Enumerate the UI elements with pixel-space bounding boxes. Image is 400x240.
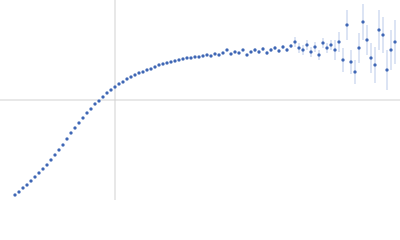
data-point [21, 186, 25, 190]
data-point [113, 85, 117, 89]
data-point [325, 46, 329, 50]
data-point [17, 190, 21, 194]
data-point [197, 55, 201, 59]
data-point [97, 99, 101, 103]
data-point [49, 158, 53, 162]
data-point [261, 47, 265, 51]
data-point [169, 60, 173, 64]
data-point [393, 40, 397, 44]
data-point [217, 53, 221, 57]
data-point [129, 75, 133, 79]
data-point [85, 111, 89, 115]
data-point [121, 80, 125, 84]
data-point [297, 46, 301, 50]
data-point [337, 40, 341, 44]
data-point [341, 58, 345, 62]
data-point [41, 167, 45, 171]
data-point [157, 63, 161, 67]
data-point [265, 51, 269, 55]
data-point [65, 137, 69, 141]
data-point [29, 179, 33, 183]
data-point [25, 183, 29, 187]
data-point [361, 20, 365, 24]
data-point [161, 62, 165, 66]
data-point [201, 54, 205, 58]
data-point [365, 38, 369, 42]
data-point [309, 50, 313, 54]
page: {"chart_data": {"type": "scatter", "xlim… [0, 0, 400, 200]
data-point [53, 153, 57, 157]
data-point [369, 56, 373, 60]
data-point [381, 33, 385, 37]
data-point [345, 23, 349, 27]
data-point [61, 143, 65, 147]
data-point [37, 171, 41, 175]
data-point [377, 28, 381, 32]
data-point [213, 52, 217, 56]
data-point [105, 91, 109, 95]
data-point [205, 53, 209, 57]
data-point [133, 73, 137, 77]
data-point [249, 50, 253, 54]
data-point [77, 121, 81, 125]
data-point [13, 193, 17, 197]
data-point [357, 46, 361, 50]
chart [0, 0, 400, 200]
data-point [301, 48, 305, 52]
data-point [73, 126, 77, 130]
data-point [281, 45, 285, 49]
data-point [389, 48, 393, 52]
data-point [353, 70, 357, 74]
data-point [385, 68, 389, 72]
data-point [289, 44, 293, 48]
data-point [305, 43, 309, 47]
data-point [277, 49, 281, 53]
data-point [45, 163, 49, 167]
data-point [269, 48, 273, 52]
data-point [321, 41, 325, 45]
data-point [313, 45, 317, 49]
data-point [253, 48, 257, 52]
data-point [257, 50, 261, 54]
data-point [333, 48, 337, 52]
data-point [193, 55, 197, 59]
data-point [285, 48, 289, 52]
data-point [189, 56, 193, 60]
data-point [293, 40, 297, 44]
data-point [69, 131, 73, 135]
data-point [181, 57, 185, 61]
data-point [101, 95, 105, 99]
data-point [81, 116, 85, 120]
data-point [225, 48, 229, 52]
data-point [141, 70, 145, 74]
data-point [117, 82, 121, 86]
data-point [89, 107, 93, 111]
data-point [165, 61, 169, 65]
data-point [349, 60, 353, 64]
data-point [145, 68, 149, 72]
data-point [109, 88, 113, 92]
data-point [185, 56, 189, 60]
data-point [93, 102, 97, 106]
data-point [149, 67, 153, 71]
data-point [57, 148, 61, 152]
data-point [329, 43, 333, 47]
data-point [233, 50, 237, 54]
data-point [237, 51, 241, 55]
data-point [221, 51, 225, 55]
data-point [273, 46, 277, 50]
data-point [317, 53, 321, 57]
data-point [177, 58, 181, 62]
data-point [229, 52, 233, 56]
data-point [125, 77, 129, 81]
data-point [209, 54, 213, 58]
data-point [373, 63, 377, 67]
data-point [241, 48, 245, 52]
data-point [137, 71, 141, 75]
data-point [153, 65, 157, 69]
data-point [245, 53, 249, 57]
data-point [173, 59, 177, 63]
data-point [33, 175, 37, 179]
